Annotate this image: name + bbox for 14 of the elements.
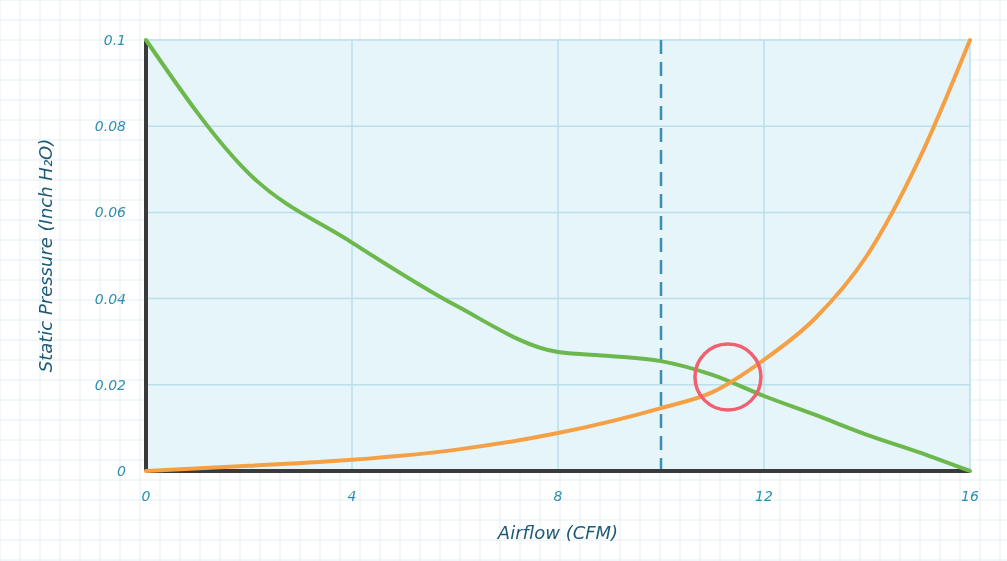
x-tick-label: 0 (141, 488, 151, 504)
line-series (144, 38, 972, 473)
x-tick-label: 4 (347, 488, 357, 504)
x-axis-title: Airflow (CFM) (496, 522, 619, 543)
x-tick-label: 8 (553, 488, 563, 504)
y-tick-label: 0.1 (103, 32, 126, 48)
x-tick-label: 16 (961, 488, 979, 504)
y-tick-label: 0.08 (94, 118, 127, 135)
y-tick-label: 0.04 (94, 290, 126, 307)
y-tick-label: 0.06 (94, 204, 127, 221)
x-tick-label: 12 (755, 488, 773, 504)
y-axis-title: Static Pressure (Inch H₂O) (35, 138, 56, 373)
y-tick-label: 0 (117, 463, 127, 479)
y-tick-label: 0.02 (94, 376, 127, 393)
